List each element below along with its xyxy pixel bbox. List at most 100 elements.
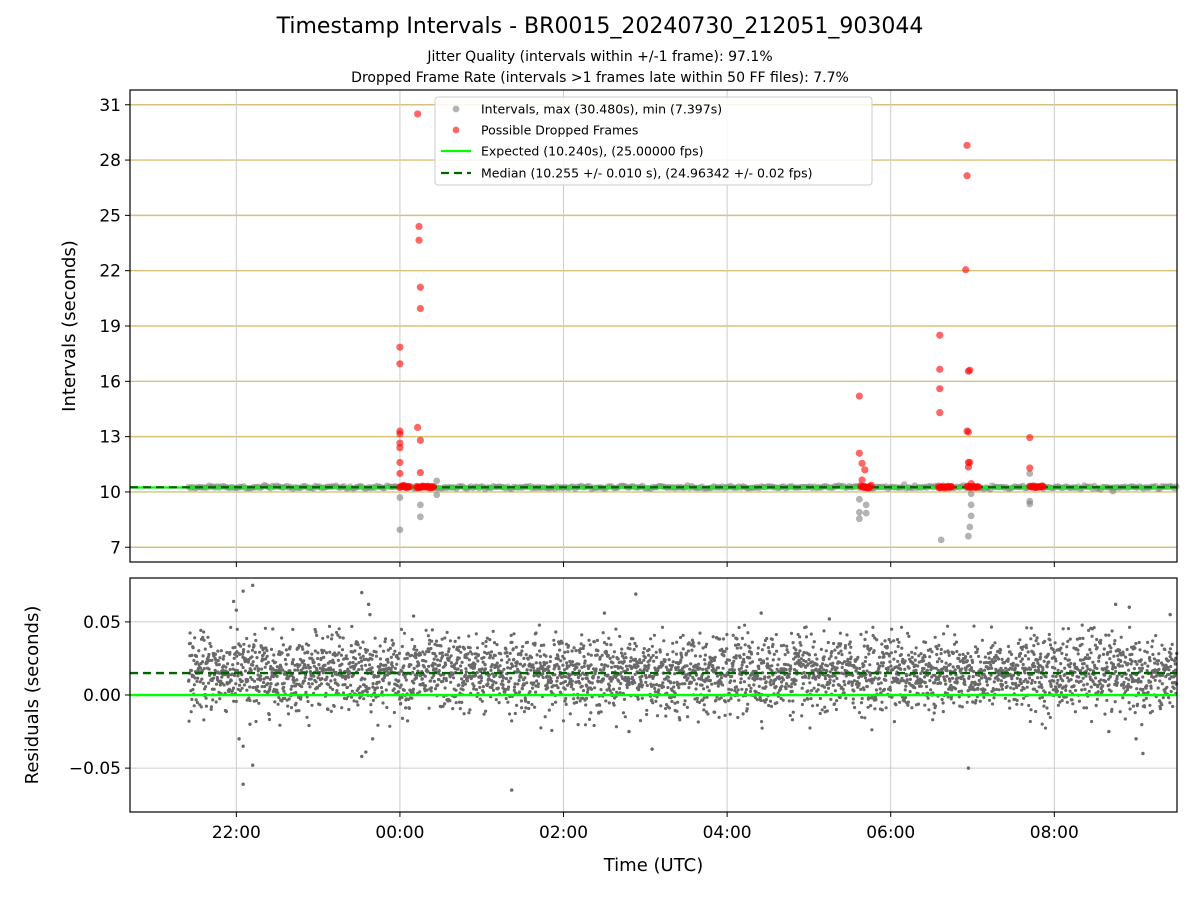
residual-point [859,701,864,705]
residual-point [357,652,361,656]
residual-point [360,667,364,671]
residual-point [1134,737,1138,741]
residual-point [1042,704,1046,708]
residual-point [611,661,615,665]
residual-point [229,625,233,630]
residual-point [987,656,991,660]
residual-point [480,699,484,703]
residual-point [732,679,737,683]
residual-point [255,656,259,660]
residual-point [804,625,808,629]
residual-point [864,655,868,659]
residual-point [993,641,997,645]
residual-point [1092,626,1096,630]
residual-point [1035,689,1039,694]
residual-point [470,652,474,656]
residual-point [1020,702,1024,706]
residual-point [1077,699,1081,703]
dropped-frame-point [396,469,404,478]
residual-point [1007,699,1011,703]
residual-point [866,705,870,709]
residual-point [681,647,685,651]
residual-point [925,685,929,689]
residual-point [310,703,314,707]
residual-point [592,640,597,644]
residual-point [888,660,892,664]
residual-point [494,681,498,685]
residual-point [1033,680,1037,684]
residual-point [645,668,649,673]
residual-point [326,683,331,687]
interval-point [396,526,404,534]
residual-point [1119,635,1123,639]
residual-point [490,663,494,667]
residual-point [640,696,644,700]
residual-point [554,630,558,634]
residual-point [1081,676,1085,680]
residual-point [413,644,417,649]
legend-label: Median (10.255 +/- 0.010 s), (24.96342 +… [481,166,812,181]
residual-point [842,679,846,684]
residual-point [698,654,702,658]
residual-point [1121,653,1125,657]
residual-point [727,699,731,703]
residual-point [834,656,838,660]
residual-point [1136,680,1140,684]
residual-point [908,690,912,694]
residual-point [1110,707,1114,711]
residual-point [868,671,872,675]
residual-point [623,652,627,656]
residual-point [865,685,869,689]
residual-point [251,660,255,664]
residual-point [510,719,514,723]
residual-point [1009,652,1014,657]
x-tick-label: 06:00 [866,823,915,843]
residual-point [715,674,720,678]
residual-point [1033,664,1037,669]
y-tick-label: 31 [99,96,121,116]
residual-point [1113,602,1118,607]
residual-point [742,660,746,664]
residual-point [570,649,574,653]
residual-point [705,642,709,646]
residual-point [344,654,348,658]
residual-point [757,684,761,689]
residual-point [491,656,495,660]
residual-point [1099,638,1103,643]
residual-point [425,650,429,654]
residual-point [1088,656,1092,660]
residual-point [539,726,543,730]
residual-point [650,698,654,702]
residual-point [1066,627,1071,631]
residual-point [1053,641,1057,645]
residual-point [275,688,279,692]
residual-point [538,649,542,653]
residual-point [830,674,834,678]
residual-point [746,702,750,706]
residual-point [306,643,311,647]
residual-point [796,632,800,637]
residual-point [1006,644,1011,649]
residual-point [1027,676,1032,680]
residual-point [966,766,971,770]
residual-point [745,707,749,711]
residual-point [197,649,201,653]
residual-point [723,649,727,654]
residual-point [474,656,478,660]
residual-point [1115,677,1119,681]
residual-point [370,666,374,670]
residual-point [1085,664,1089,668]
residual-point [189,710,193,714]
residual-point [429,646,433,651]
residual-point [400,716,405,721]
residual-point [1003,696,1008,701]
residual-point [992,688,996,692]
residual-point [354,662,358,666]
residual-point [695,696,699,701]
residual-point [387,681,391,685]
residual-point [966,688,971,693]
residual-point [1148,659,1152,663]
residual-point [956,666,961,670]
